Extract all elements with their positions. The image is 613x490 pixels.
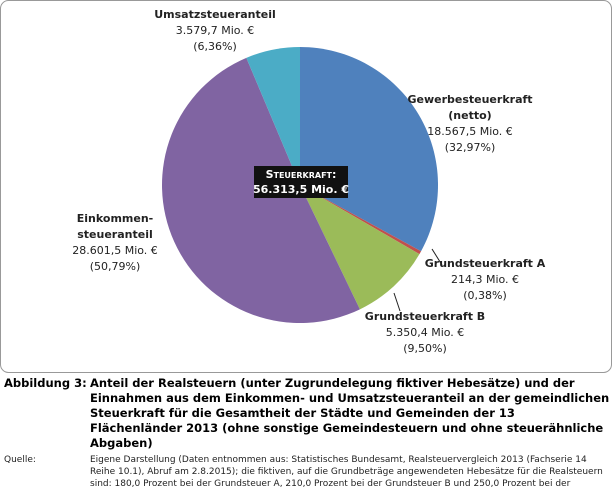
caption-label: Abbildung 3: xyxy=(4,376,87,390)
share-label: (9,50%) xyxy=(403,342,447,355)
pie-slice xyxy=(300,185,420,310)
value-label: 28.601,5 Mio. € xyxy=(72,244,158,257)
label-line: Grundsteuerkraft A xyxy=(425,257,546,270)
value-label: 5.350,4 Mio. € xyxy=(386,326,465,339)
share-label: (6,36%) xyxy=(193,40,237,53)
label-line: Grundsteuerkraft B xyxy=(365,310,485,323)
pie-slice xyxy=(246,47,300,185)
pie: Gewerbesteuerkraft (netto) 18.567,5 Mio. €… xyxy=(72,8,546,355)
pie-slice xyxy=(300,185,422,255)
share-label: (0,38%) xyxy=(463,289,507,302)
center-box xyxy=(254,166,348,198)
slice-label: Grundsteuerkraft A xyxy=(425,257,546,270)
share-label: (50,79%) xyxy=(90,260,141,273)
label-line: Einkommen- xyxy=(77,212,153,225)
source-text: Eigene Darstellung (Daten entnommen aus:… xyxy=(90,455,603,488)
leader-line xyxy=(431,248,443,266)
label-line: steueranteil xyxy=(77,228,153,241)
label-line: Umsatzsteueranteil xyxy=(154,8,276,21)
source-label: Quelle: xyxy=(4,455,36,465)
slice-label: Einkommen-steueranteil xyxy=(77,212,153,241)
slice-label: Gewerbesteuerkraft (netto) xyxy=(407,93,532,122)
center-value: 56.313,5 Mio. € xyxy=(253,183,349,196)
label-line: (netto) xyxy=(448,109,491,122)
source: Quelle: Eigene Darstellung (Daten entnom… xyxy=(0,454,613,488)
pie-slice xyxy=(300,47,438,252)
share-label: (32,97%) xyxy=(445,141,496,154)
chart: Gewerbesteuerkraft (netto) 18.567,5 Mio. €… xyxy=(0,0,612,373)
leader-line xyxy=(393,292,401,312)
value-label: 18.567,5 Mio. € xyxy=(427,125,513,138)
label-line: Gewerbesteuerkraft xyxy=(407,93,532,106)
caption: Abbildung 3: Anteil der Realsteuern (unt… xyxy=(0,376,613,451)
caption-text: Anteil der Realsteuern (unter Zugrundele… xyxy=(90,376,610,450)
caption-block: Abbildung 3: Anteil der Realsteuern (unt… xyxy=(0,376,613,488)
value-label: 214,3 Mio. € xyxy=(451,273,519,286)
slice-label: Umsatzsteueranteil xyxy=(154,8,276,21)
center-title: Steuerkraft: xyxy=(266,168,337,181)
value-label: 3.579,7 Mio. € xyxy=(176,24,255,37)
slice-label: Grundsteuerkraft B xyxy=(365,310,485,323)
